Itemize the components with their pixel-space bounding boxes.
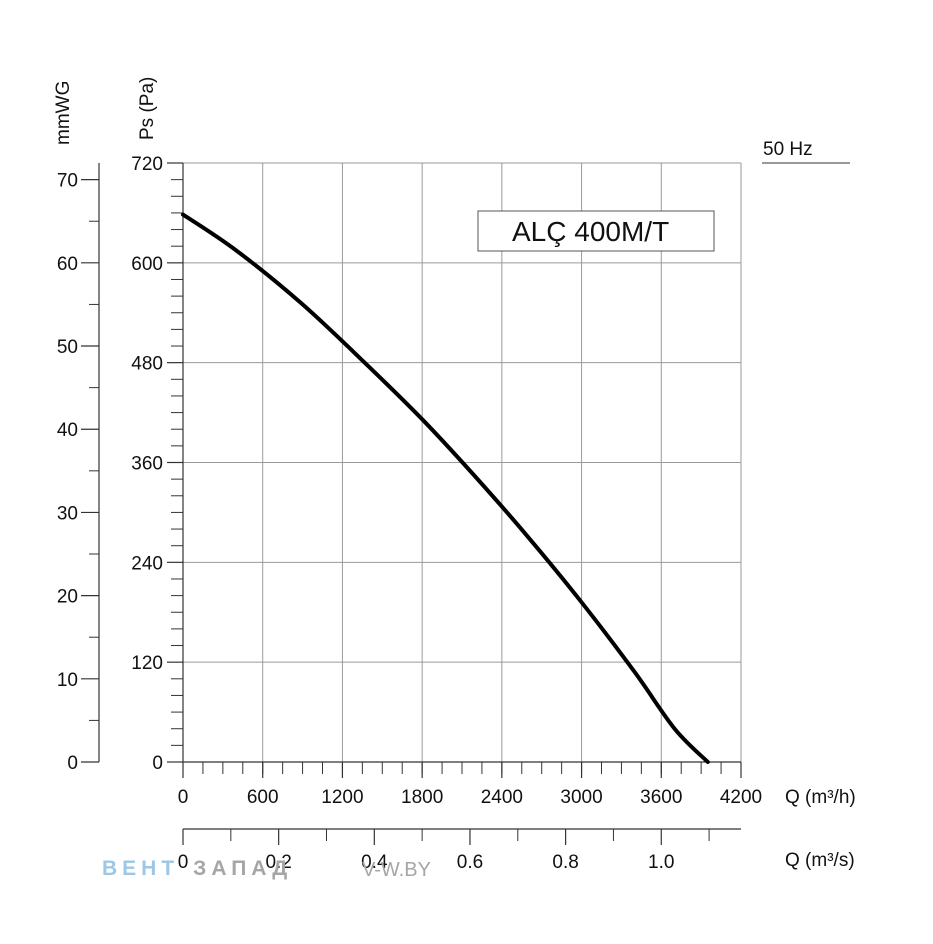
y2-tick-label: 40	[57, 420, 78, 441]
y2-tick-label: 20	[57, 587, 78, 608]
chart-title: ALÇ 400M/T	[512, 216, 669, 247]
minor-ticks	[89, 179, 722, 841]
x2-tick-label: 0	[178, 852, 189, 873]
y2-tick-label: 70	[57, 171, 78, 192]
x2-tick-label: 1.0	[648, 852, 674, 873]
title-box: ALÇ 400M/T	[477, 210, 715, 252]
y-tick-label: 360	[131, 454, 163, 475]
x-tick-label: 2400	[481, 787, 523, 808]
x-tick-label: 1200	[321, 787, 363, 808]
x2-tick-label: 0.6	[457, 852, 483, 873]
y2-tick-label: 30	[57, 503, 78, 524]
grid-lines	[183, 162, 742, 762]
y-tick-label: 0	[152, 753, 163, 774]
x2-tick-label: 0.4	[361, 852, 388, 873]
curve-line	[181, 212, 710, 764]
y-tick-label: 480	[131, 354, 163, 375]
performance-curve	[181, 212, 710, 764]
x-tick-label: 1800	[401, 787, 443, 808]
x-tick-label: 0	[178, 787, 189, 808]
watermark-text: ВЕНТ ЗАПАД	[102, 857, 292, 880]
watermark: ВЕНТ ЗАПАД V-W.BY	[102, 857, 431, 881]
x-tick-label: 4200	[720, 787, 762, 808]
y-tick-label: 720	[131, 154, 163, 175]
watermark-part-2: ЗАПАД	[193, 857, 292, 880]
y2-tick-label: 50	[57, 337, 78, 358]
x-tick-label: 600	[247, 787, 279, 808]
x-tick-label: 3000	[560, 787, 602, 808]
y-axis-label: Ps (Pa)	[137, 77, 158, 140]
frequency-label: 50 Hz	[763, 139, 813, 160]
y-tick-label: 600	[131, 254, 163, 275]
y2-tick-label: 10	[57, 670, 78, 691]
y-tick-label: 120	[131, 653, 163, 674]
y2-tick-label: 0	[67, 753, 78, 774]
watermark-suffix: V-W.BY	[362, 859, 431, 881]
axes	[81, 162, 742, 845]
watermark-part-1: ВЕНТ	[102, 857, 179, 880]
x-axis-label: Q (m³/h)	[785, 787, 856, 808]
title-box-frame	[477, 210, 715, 252]
x-tick-label: 3600	[640, 787, 682, 808]
y-tick-label: 240	[131, 553, 163, 574]
x2-tick-label: 0.8	[552, 852, 578, 873]
y2-axis-label: mmWG	[53, 81, 74, 145]
x2-axis-label: Q (m³/s)	[785, 850, 855, 871]
y2-tick-label: 60	[57, 254, 78, 275]
x2-tick-label: 0.2	[265, 852, 291, 873]
